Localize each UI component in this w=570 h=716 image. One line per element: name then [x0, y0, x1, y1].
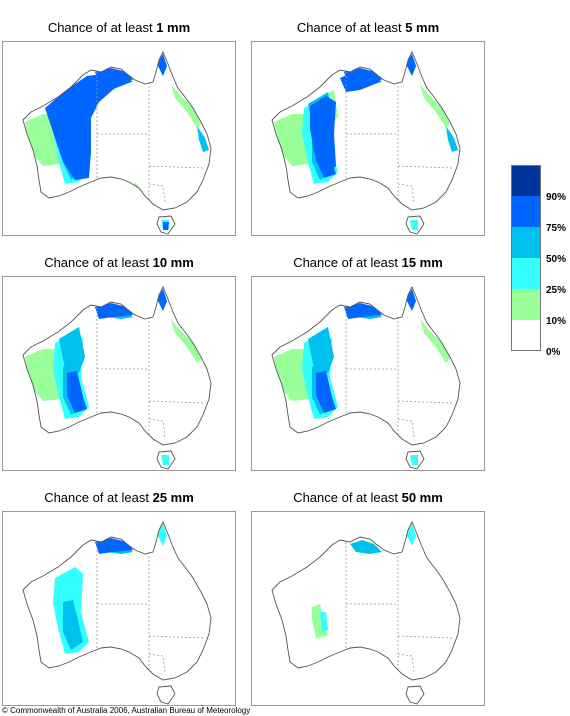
rainfall-region	[59, 327, 85, 373]
rainfall-region	[410, 455, 418, 465]
state-borders	[96, 72, 204, 203]
panel-title: Chance of at least 1 mm	[47, 20, 191, 35]
panel-title: Chance of at least 15 mm	[293, 255, 443, 270]
australia-map	[2, 41, 236, 236]
tasmania-coastline	[405, 685, 425, 705]
rainfall-region	[406, 54, 416, 76]
rainfall-probability-layer	[25, 289, 201, 465]
rainfall-region	[157, 54, 167, 76]
legend-label-0: 0%	[546, 347, 561, 358]
rainfall-region	[340, 70, 380, 92]
rainfall-probability-layer	[274, 289, 450, 465]
rainfall-region	[344, 303, 382, 319]
rainfall-region	[316, 371, 336, 413]
rainfall-region	[310, 96, 336, 176]
australia-map	[251, 41, 485, 236]
rainfall-region	[410, 220, 418, 230]
legend-swatch-75-90	[511, 196, 541, 227]
rainfall-region	[406, 524, 416, 546]
legend-label-90: 90%	[546, 192, 567, 203]
tasmania-coastline	[156, 685, 176, 705]
panel-title: Chance of at least 50 mm	[293, 490, 443, 505]
australia-map	[251, 276, 485, 471]
rainfall-region	[350, 540, 382, 554]
tasmania-fill	[406, 686, 424, 704]
rainfall-region	[45, 72, 129, 180]
rainfall-region	[197, 126, 209, 152]
rainfall-region	[161, 455, 169, 465]
australia-map	[2, 511, 236, 706]
legend-label-10: 10%	[546, 316, 567, 327]
coastline	[271, 285, 461, 446]
tasmania-coastline	[156, 215, 176, 235]
rainfall-region	[320, 612, 328, 632]
rainfall-region	[171, 319, 201, 363]
rainfall-region	[420, 84, 450, 128]
panel-title: Chance of at least 5 mm	[296, 20, 440, 35]
legend-label-25: 25%	[546, 285, 567, 296]
coastline	[22, 50, 212, 211]
australia-map-svg	[22, 520, 212, 705]
rainfall-region	[446, 126, 458, 152]
state-borders	[345, 72, 453, 203]
rainfall-probability-layer	[25, 54, 209, 230]
state-borders	[345, 307, 453, 438]
rainfall-region	[157, 524, 167, 546]
coastline	[271, 50, 461, 211]
legend-swatch-10-25	[511, 289, 541, 320]
rainfall-region	[308, 327, 334, 373]
state-borders	[96, 307, 204, 438]
state-borders	[96, 542, 204, 673]
tasmania-fill	[157, 686, 175, 704]
legend-swatch-0-10	[511, 320, 541, 351]
australia-map-svg	[22, 50, 212, 235]
australia-map-svg	[271, 50, 461, 235]
legend-label-50: 50%	[546, 254, 567, 265]
australia-map-svg	[22, 285, 212, 470]
rainfall-region	[67, 371, 87, 413]
coastline	[22, 285, 212, 446]
rainfall-region	[91, 70, 131, 92]
probability-legend: 90% 75% 50% 25% 10% 0%	[511, 165, 569, 360]
coastline	[22, 520, 212, 681]
australia-map-svg	[271, 285, 461, 470]
tasmania-coastline	[156, 450, 176, 470]
coastline	[271, 520, 461, 681]
rainfall-region	[95, 303, 133, 319]
mainland-fill	[272, 522, 460, 680]
legend-swatch-25-50	[511, 258, 541, 289]
tasmania-coastline	[405, 215, 425, 235]
legend-swatch-90-100	[511, 165, 541, 196]
legend-label-75: 75%	[546, 223, 567, 234]
rainfall-probability-layer	[53, 524, 167, 654]
australia-map	[2, 276, 236, 471]
rainfall-region	[63, 600, 83, 650]
rainfall-probability-layer	[274, 54, 458, 230]
rainfall-region	[420, 319, 450, 363]
australia-map	[251, 511, 485, 706]
tasmania-coastline	[405, 450, 425, 470]
legend-swatch-50-75	[511, 227, 541, 258]
rainfall-region	[95, 538, 133, 554]
rainfall-region	[406, 289, 416, 311]
australia-map-svg	[271, 520, 461, 705]
rainfall-probability-layer	[312, 524, 416, 638]
rainfall-region	[171, 84, 201, 128]
rainfall-region	[157, 289, 167, 311]
panel-title: Chance of at least 25 mm	[44, 490, 194, 505]
panel-title: Chance of at least 10 mm	[44, 255, 194, 270]
rainfall-region	[163, 222, 169, 230]
copyright-notice: © Commonwealth of Australia 2006, Austra…	[2, 706, 251, 715]
state-borders	[345, 542, 453, 673]
